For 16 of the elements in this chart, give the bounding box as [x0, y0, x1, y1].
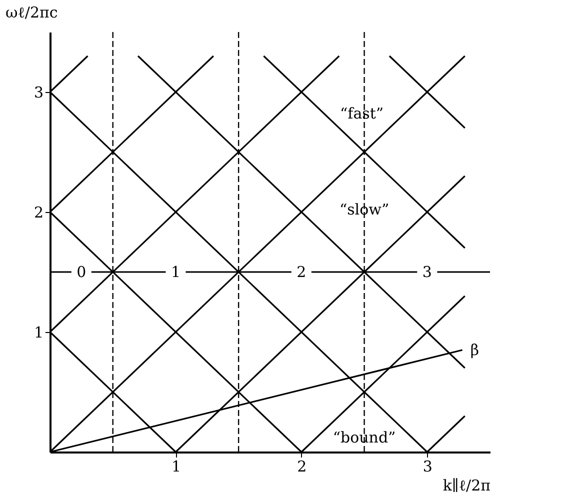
- annotation: “bound”: [332, 428, 396, 447]
- x-tick-label: 2: [297, 458, 307, 476]
- x-tick-label: 1: [171, 458, 181, 476]
- series-label: β: [470, 341, 480, 359]
- annotation: 3: [422, 263, 432, 281]
- y-axis-title: ωℓ/2πc: [6, 4, 58, 22]
- annotation: “fast”: [340, 104, 384, 123]
- y-tick-label: 1: [34, 324, 44, 342]
- annotation: 2: [296, 263, 306, 281]
- x-axis-title: k∥ℓ/2π: [442, 476, 491, 494]
- annotation: 0: [76, 263, 86, 281]
- annotation: “slow”: [339, 200, 390, 219]
- y-tick-label: 3: [34, 84, 44, 102]
- annotation: 1: [170, 263, 180, 281]
- y-tick-label: 2: [34, 204, 44, 222]
- x-tick-label: 3: [422, 458, 432, 476]
